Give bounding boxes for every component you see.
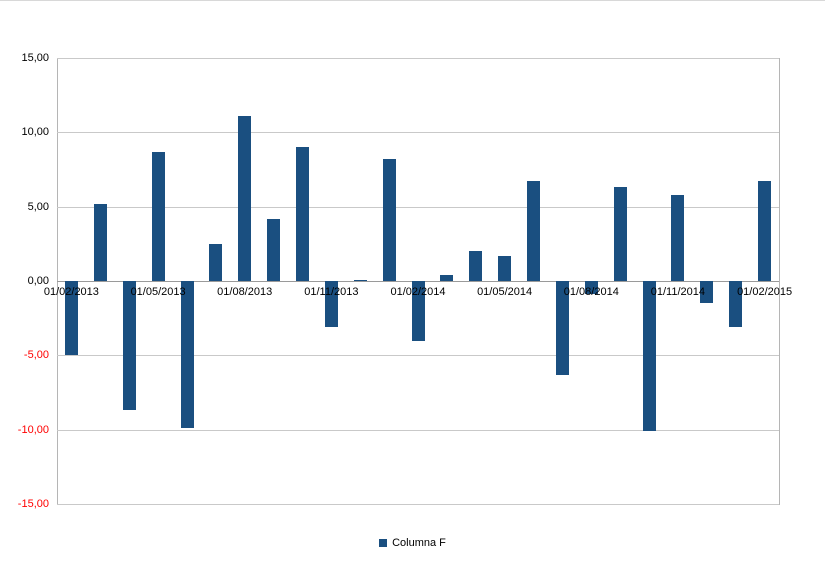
bar — [382, 159, 396, 281]
x-tick-label: 01/05/2014 — [477, 286, 533, 298]
y-tick-label: 15,00 — [21, 52, 49, 64]
h-gridline — [57, 132, 779, 133]
x-tick-label: 01/02/2015 — [737, 286, 793, 298]
bar — [642, 281, 656, 432]
h-gridline — [57, 504, 779, 505]
x-tick-label: 01/02/2014 — [390, 286, 446, 298]
bar — [469, 251, 483, 281]
bar — [527, 181, 540, 281]
bar — [613, 187, 627, 281]
bar — [353, 279, 367, 281]
h-gridline — [57, 355, 779, 356]
x-tick-label: 01/11/2014 — [650, 286, 706, 298]
y-tick-label: -15,00 — [17, 498, 49, 510]
x-tick-label: 01/05/2013 — [130, 286, 186, 298]
bar — [122, 281, 136, 411]
bar — [700, 281, 714, 304]
bar — [758, 181, 772, 281]
x-tick-label: 01/08/2013 — [217, 286, 273, 298]
y-tick-label: -10,00 — [17, 424, 49, 436]
y-tick-label: 10,00 — [21, 126, 49, 138]
bar — [151, 151, 165, 281]
y-tick-label: -5,00 — [23, 349, 49, 361]
x-tick-label: 01/02/2013 — [43, 286, 99, 298]
legend: Columna F — [0, 537, 825, 549]
bar — [671, 194, 685, 281]
bar — [93, 203, 107, 281]
bar — [440, 275, 454, 281]
bar — [584, 281, 598, 295]
bar — [498, 255, 512, 281]
legend-swatch-icon — [379, 539, 388, 547]
bar — [555, 281, 569, 375]
h-gridline — [57, 430, 779, 431]
bar — [209, 243, 223, 281]
x-tick-label: 01/11/2013 — [304, 286, 359, 298]
h-gridline — [57, 58, 779, 59]
bar — [267, 218, 281, 281]
bar — [64, 281, 78, 356]
legend-label: Columna F — [392, 537, 446, 549]
bar — [296, 147, 309, 281]
x-tick-label: 01/08/2014 — [563, 286, 619, 298]
bar — [238, 116, 252, 281]
y-tick-label: 0,00 — [27, 275, 49, 287]
y-tick-label: 5,00 — [27, 201, 49, 213]
bar — [411, 281, 425, 341]
bar — [729, 281, 743, 328]
bar — [180, 281, 194, 429]
h-gridline — [57, 207, 779, 208]
bar — [324, 281, 338, 328]
